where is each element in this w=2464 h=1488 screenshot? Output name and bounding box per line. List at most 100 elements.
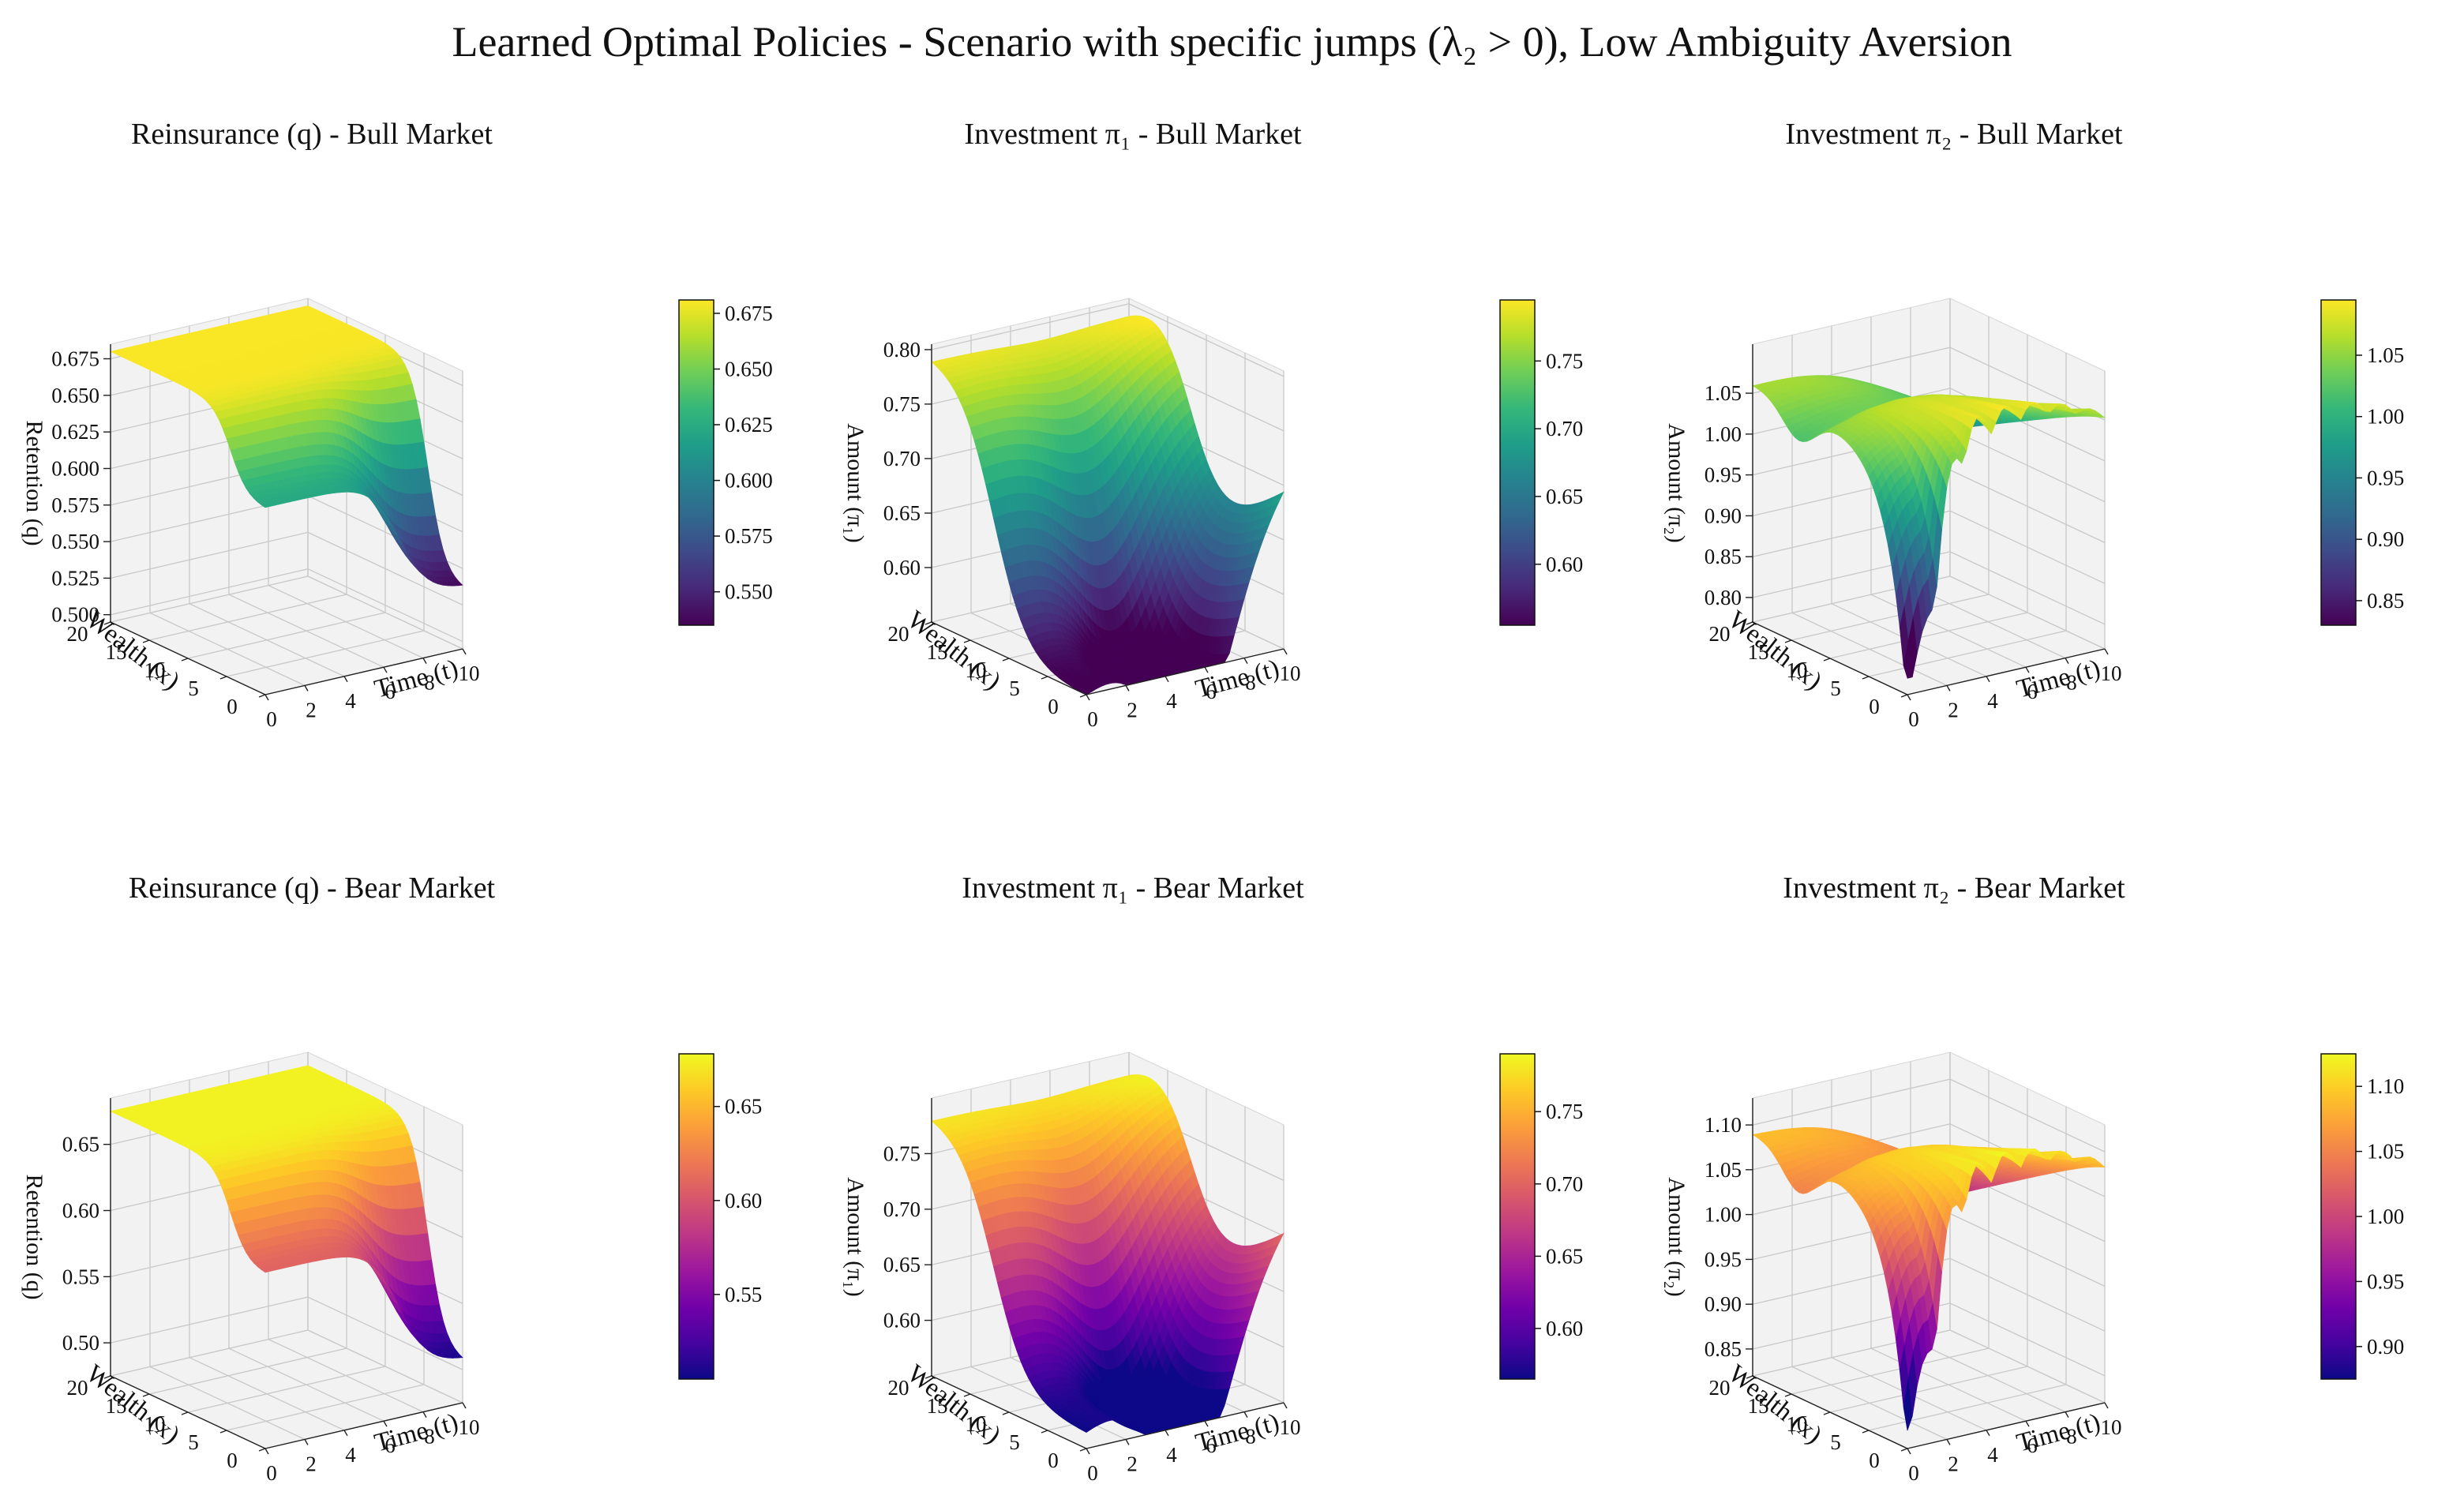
- y-tick-label: 20: [888, 622, 909, 646]
- x-tick-mark: [1125, 685, 1130, 692]
- surface-plot-investment-pi1-bull: 0 2 4 6 8 10051015200.600.650.700.750.80Time …: [842, 298, 1583, 731]
- y-tick-mark: [103, 621, 111, 625]
- y-tick-mark: [963, 639, 971, 643]
- x-tick-mark: [264, 694, 269, 701]
- y-tick-mark: [924, 621, 932, 625]
- surface-mesh: [931, 315, 1285, 695]
- colorbar-tick-label: 0.650: [725, 358, 773, 381]
- y-tick-label: 10: [144, 658, 166, 682]
- z-tick-label: 0.80: [883, 338, 921, 362]
- y-tick-label: 20: [67, 622, 88, 646]
- colorbar-tick-label: 0.75: [1546, 349, 1583, 373]
- x-tick-mark: [1243, 658, 1248, 664]
- z-tick-label: 0.70: [883, 447, 921, 470]
- y-tick-label: 5: [188, 677, 199, 700]
- gridline: [1128, 303, 1285, 377]
- z-tick-label: 0.525: [51, 566, 99, 590]
- x-tick-mark: [462, 648, 467, 655]
- x-tick-label: 0: [266, 707, 277, 731]
- gridline: [307, 568, 463, 643]
- colorbar-tick-label: 0.675: [725, 302, 773, 325]
- panel-title: Investment π₂ - Bull Market: [1785, 118, 2123, 151]
- x-tick-label: 0: [1087, 707, 1098, 731]
- x-tick-label: 10: [459, 662, 480, 685]
- gridline: [110, 531, 309, 579]
- y-tick-label: 15: [106, 640, 127, 664]
- z-tick-label: 0.550: [51, 530, 99, 553]
- x-tick-mark: [1204, 666, 1209, 673]
- y-tick-label: 0: [227, 695, 238, 718]
- colorbar-tick-label: 0.60: [1546, 553, 1583, 576]
- x-tick-label: 4: [1166, 689, 1177, 713]
- y-tick-label: 10: [966, 658, 987, 682]
- gridline: [110, 568, 309, 616]
- x-tick-label: 6: [384, 680, 396, 703]
- surface-patch: [1274, 491, 1285, 505]
- colorbar: [1499, 299, 1536, 626]
- panel-title: Investment π₁ - Bull Market: [964, 118, 1302, 151]
- x-tick-label: 6: [1206, 680, 1217, 703]
- z-tick-label: 0.60: [883, 556, 921, 579]
- gridline: [1949, 510, 2106, 584]
- x-tick-label: 2: [306, 698, 317, 722]
- gridline: [1949, 469, 2106, 543]
- gridline: [931, 303, 1130, 350]
- z-tick-label: 0.600: [51, 457, 99, 481]
- gridline: [1949, 429, 2106, 503]
- x-tick-mark: [422, 658, 427, 664]
- z-tick-label: 0.500: [51, 603, 99, 627]
- y-tick-mark: [1079, 694, 1087, 698]
- colorbar-tick-label: 0.65: [1546, 485, 1583, 508]
- gridline: [1868, 630, 2067, 677]
- x-axis-line: [1086, 648, 1285, 695]
- y-tick-label: 0: [1048, 695, 1059, 718]
- x-tick-mark: [383, 666, 388, 673]
- colorbar-tick-label: 0.575: [725, 524, 773, 548]
- y-tick-label: 5: [1009, 677, 1020, 700]
- panel-investment-pi1-bull: Investment π₁ - Bull Market 0 2 4 6 8 10 0 5 10 1…: [821, 0, 1642, 731]
- gridline: [1791, 594, 1990, 641]
- gridline: [226, 630, 425, 677]
- x-tick-mark: [343, 676, 348, 683]
- z-tick-label: 0.625: [51, 420, 99, 444]
- y-tick-mark: [258, 694, 266, 698]
- y-tick-mark: [142, 639, 150, 643]
- z-tick-label: 0.575: [51, 493, 99, 517]
- gridline: [148, 594, 347, 641]
- x-tick-mark: [1283, 648, 1288, 655]
- panel-title: Reinsurance (q) - Bull Market: [131, 118, 493, 151]
- x-tick-label: 4: [345, 689, 356, 713]
- surface-mesh: [1752, 375, 2106, 679]
- figure-title: Learned Optimal Policies - Scenario with…: [452, 18, 2012, 66]
- x-tick-label: 10: [1280, 662, 1301, 685]
- x-tick-mark: [304, 685, 309, 692]
- colorbar-tick-label: 0.625: [725, 413, 773, 437]
- gridline: [1829, 612, 2028, 659]
- x-tick-label: 8: [424, 671, 435, 695]
- x-axis-line: [264, 648, 463, 695]
- x-tick-label: 2: [1127, 698, 1138, 722]
- x-tick-mark: [1164, 676, 1169, 683]
- y-tick-mark: [1041, 676, 1048, 680]
- gridline: [307, 531, 463, 605]
- gridline: [110, 575, 309, 623]
- z-axis-label: Retention (q): [21, 420, 47, 545]
- y-tick-mark: [1002, 658, 1010, 662]
- z-tick-label: 0.650: [51, 384, 99, 407]
- z-axis-label: Amount (π₁): [842, 423, 868, 542]
- y-tick-mark: [181, 658, 189, 662]
- colorbar: [678, 299, 714, 626]
- surface-mesh: [110, 305, 463, 587]
- colorbar-tick-label: 0.70: [1546, 417, 1583, 440]
- z-tick-label: 0.675: [51, 347, 99, 371]
- x-tick-mark: [1086, 694, 1090, 701]
- z-tick-label: 0.65: [883, 501, 921, 525]
- gridline: [1949, 551, 2106, 625]
- y-tick-label: 15: [927, 640, 948, 664]
- z-tick-label: 0.75: [883, 392, 921, 416]
- panel-investment-pi2-bull: Investment π₂ - Bull Market 0 2 4 6 8 10 0 5 10 1…: [1642, 0, 2463, 731]
- y-tick-mark: [219, 676, 227, 680]
- x-tick-label: 8: [1245, 671, 1256, 695]
- panel-reinsurance-bull: Reinsurance (q) - Bull Market 0 2 4 6 8 10 0 5 1…: [0, 0, 821, 731]
- surface-plot-reinsurance-bull: 0 2 4 6 8 10 0 5 10 15 200.500 0.525 0.550 0.575 0.600…: [21, 298, 773, 731]
